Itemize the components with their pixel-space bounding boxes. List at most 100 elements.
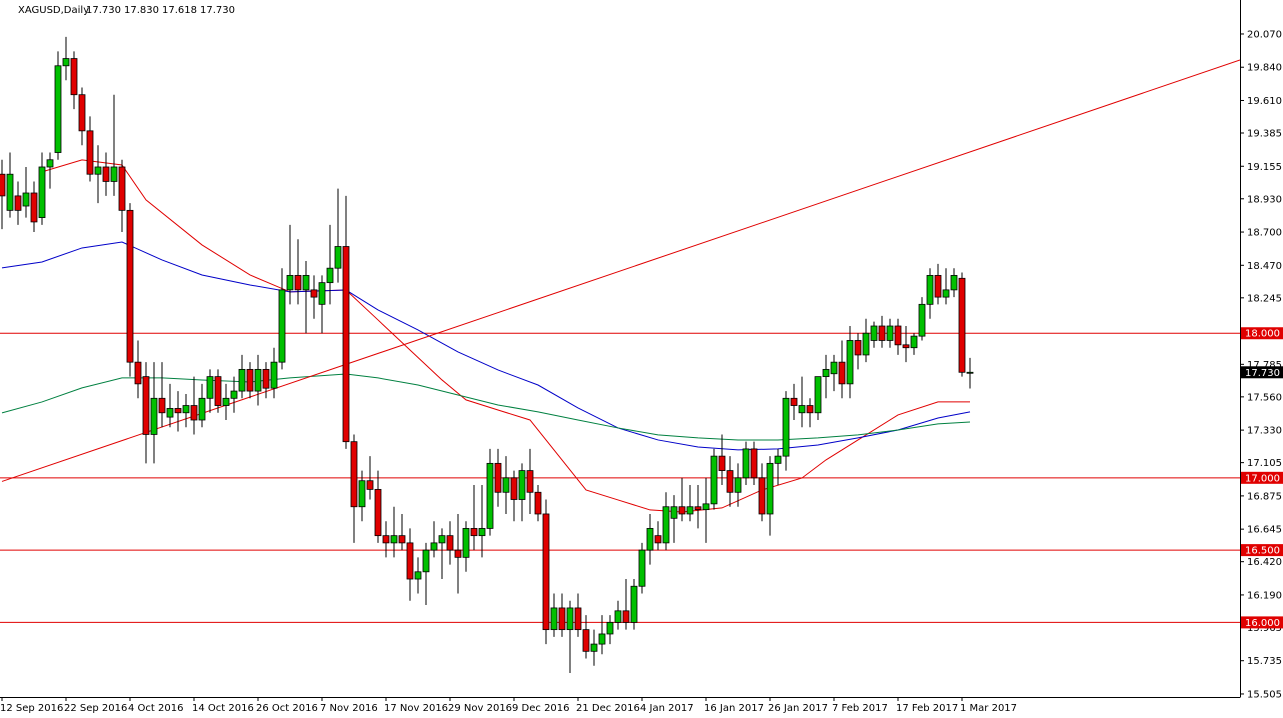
candle-body [398,535,406,544]
candle-body [966,371,974,374]
x-tick-label: 17 Nov 2016 [384,703,448,714]
candle-body [94,166,102,175]
x-tick-label: 16 Jan 2017 [704,703,764,714]
x-tick-label: 1 Mar 2017 [960,703,1017,714]
y-tick-label: 17.560 [1247,392,1282,403]
x-tick-label: 21 Dec 2016 [576,703,640,714]
x-tick-label: 7 Nov 2016 [320,703,378,714]
candle-body [86,130,94,175]
x-tick-label: 29 Nov 2016 [448,703,512,714]
candle-body [550,607,558,631]
x-tick-label: 12 Sep 2016 [0,703,63,714]
candle-body [22,192,30,207]
candle-body [878,325,886,341]
candle-body [166,408,174,418]
x-tick-label: 4 Jan 2017 [640,703,694,714]
candle-body [526,470,534,493]
candle-body [206,376,214,399]
candle-body [958,277,966,373]
candle-body [630,585,638,623]
candle-body [230,390,238,399]
candle-body [46,159,54,168]
candle-body [358,480,366,508]
candle-body [286,275,294,291]
candle-body [278,289,286,363]
candle-body [590,643,598,652]
candle-body [342,246,350,443]
candle-body [638,549,646,587]
candle-body [862,332,870,356]
candle-body [406,542,414,580]
candle-body [310,289,318,298]
y-tick-label: 16.190 [1247,590,1282,601]
y-tick-label: 19.610 [1247,96,1282,107]
current-price-box [1241,366,1283,379]
candle-body [614,610,622,623]
candle-body [854,340,862,356]
y-tick-label: 18.470 [1247,261,1282,272]
candle-body [750,448,758,479]
candle-body [886,325,894,341]
candle-body [582,629,590,652]
candle-body [726,470,734,493]
candle-body [758,477,766,515]
candle-body [118,166,126,211]
x-tick-label: 22 Sep 2016 [64,703,127,714]
price-line-label: 16.000 [1245,618,1280,629]
candle-body [350,441,358,508]
candle-body [806,405,814,414]
header-value: 17.618 [162,5,197,16]
candle-body [734,477,742,493]
price-line-label-box [1241,327,1283,340]
candle-body [38,166,46,218]
candle-body [470,528,478,537]
candle-body [142,376,150,435]
candle-body [838,361,846,385]
candle-body [222,397,230,406]
candle-body [798,405,806,414]
candle-body [902,344,910,349]
x-tick-label: 26 Oct 2016 [256,703,318,714]
candle-body [414,571,422,580]
y-tick-label: 18.245 [1247,293,1282,304]
candle-body [302,275,310,291]
candle-body [742,448,750,479]
candle-body [30,192,38,223]
indicator-line [1,241,971,451]
y-tick-label: 19.155 [1247,162,1282,173]
candle-body [934,275,942,298]
candle-body [246,368,254,392]
candle-body [686,506,694,515]
candle-body [574,607,582,631]
candle-body [678,506,686,515]
y-tick-label: 18.930 [1247,194,1282,205]
candle-body [814,376,822,414]
y-tick-label: 15.505 [1247,689,1282,700]
candle-body [598,633,606,645]
candle-body [918,303,926,337]
candle-body [14,195,22,211]
candle-body [670,506,678,519]
candle-body [422,549,430,573]
candle-body [718,455,726,471]
y-tick-label: 16.645 [1247,525,1282,536]
candle-body [486,462,494,529]
candle-body [910,335,918,349]
candle-body [774,455,782,464]
candle-body [662,506,670,544]
candle-body [510,477,518,500]
y-tick-label: 20.070 [1247,29,1282,40]
y-tick-label: 17.330 [1247,426,1282,437]
candle-body [214,376,222,406]
candle-body [710,455,718,505]
candle-body [766,462,774,515]
candle-body [78,94,86,132]
indicator-line [41,159,970,513]
y-tick-label: 19.840 [1247,63,1282,74]
header-value: 17.730 [86,5,121,16]
candle-body [334,246,342,269]
candle-body [494,462,502,493]
